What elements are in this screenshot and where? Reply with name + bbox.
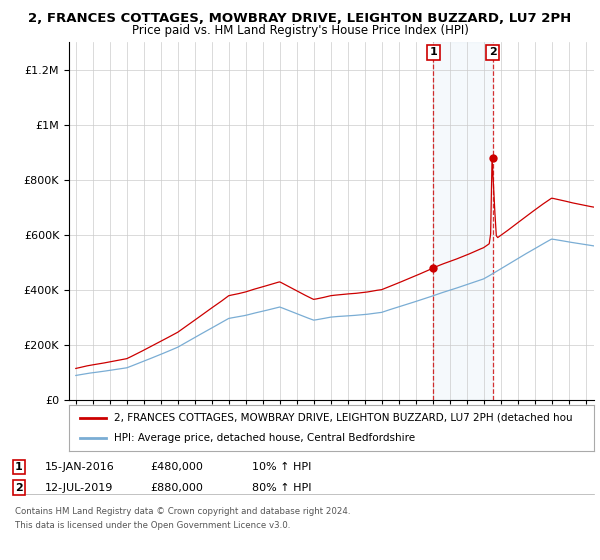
Bar	[433, 42, 493, 400]
Text: £880,000: £880,000	[150, 483, 203, 493]
Text: 80% ↑ HPI: 80% ↑ HPI	[252, 483, 311, 493]
Text: 2, FRANCES COTTAGES, MOWBRAY DRIVE, LEIGHTON BUZZARD, LU7 2PH: 2, FRANCES COTTAGES, MOWBRAY DRIVE, LEIG…	[28, 12, 572, 25]
Text: £480,000: £480,000	[150, 462, 203, 472]
Text: Contains HM Land Registry data © Crown copyright and database right 2024.: Contains HM Land Registry data © Crown c…	[15, 507, 350, 516]
Text: 12-JUL-2019: 12-JUL-2019	[45, 483, 113, 493]
Text: 2, FRANCES COTTAGES, MOWBRAY DRIVE, LEIGHTON BUZZARD, LU7 2PH (detached hou: 2, FRANCES COTTAGES, MOWBRAY DRIVE, LEIG…	[113, 413, 572, 423]
Text: HPI: Average price, detached house, Central Bedfordshire: HPI: Average price, detached house, Cent…	[113, 433, 415, 443]
Text: 15-JAN-2016: 15-JAN-2016	[45, 462, 115, 472]
Text: 2: 2	[488, 48, 496, 57]
Text: 1: 1	[430, 48, 437, 57]
Text: 10% ↑ HPI: 10% ↑ HPI	[252, 462, 311, 472]
Text: 2: 2	[15, 483, 23, 493]
Text: Price paid vs. HM Land Registry's House Price Index (HPI): Price paid vs. HM Land Registry's House …	[131, 24, 469, 36]
Text: 1: 1	[15, 462, 23, 472]
Text: This data is licensed under the Open Government Licence v3.0.: This data is licensed under the Open Gov…	[15, 521, 290, 530]
